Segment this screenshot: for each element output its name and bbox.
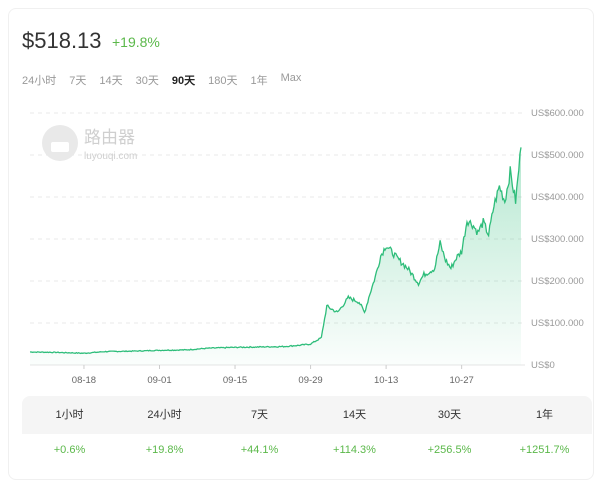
period-label: 24小时: [147, 409, 182, 421]
tab-24小时[interactable]: 24小时: [22, 75, 57, 87]
tab-7天[interactable]: 7天: [69, 75, 87, 87]
tab-90天[interactable]: 90天: [171, 75, 196, 87]
period-change: +114.3%: [333, 444, 376, 456]
x-tick-label: 09-01: [147, 375, 171, 386]
period-change: +0.6%: [53, 444, 86, 456]
watermark-sub: luyouqi.com: [84, 151, 137, 162]
period-change: +19.8%: [145, 444, 184, 456]
y-tick-label: US$500.000: [531, 150, 584, 161]
period-label: 14天: [342, 409, 367, 421]
y-tick-label: US$600.000: [531, 108, 584, 119]
x-tick-label: 08-18: [72, 375, 96, 386]
tab-Max[interactable]: Max: [280, 72, 302, 84]
period-label: 7天: [250, 409, 269, 421]
period-change: +44.1%: [240, 444, 279, 456]
watermark-text: 路由器: [84, 128, 135, 147]
x-tick-label: 10-27: [449, 375, 473, 386]
tab-30天[interactable]: 30天: [135, 75, 159, 87]
range-tabs: 24小时 7天 14天 30天 90天 180天 1年 Max: [22, 72, 314, 88]
x-tick-label: 09-29: [298, 375, 322, 386]
y-tick-label: US$300.000: [531, 234, 584, 245]
watermark-logo: 路由器 luyouqi.com: [42, 125, 137, 162]
y-tick-label: US$100.000: [531, 318, 584, 329]
router-icon: [51, 142, 69, 152]
y-tick-label: US$200.000: [531, 276, 584, 287]
tab-14天[interactable]: 14天: [99, 75, 123, 87]
tab-180天[interactable]: 180天: [208, 75, 238, 87]
price-chart: US$0 US$100.000 US$200.000 US$300.000 US$400…: [29, 108, 584, 386]
period-change: +1251.7%: [519, 444, 570, 456]
price-change: +19.8%: [112, 34, 160, 50]
period-label: 1年: [535, 409, 554, 421]
performance-header: 1小时 24小时 7天 14天 30天 1年: [22, 396, 592, 434]
tab-1年[interactable]: 1年: [250, 75, 268, 87]
current-price: $518.13: [22, 28, 102, 53]
y-tick-label: US$400.000: [531, 192, 584, 203]
period-label: 30天: [437, 409, 462, 421]
x-tick-label: 09-15: [223, 375, 247, 386]
x-tick-label: 10-13: [374, 375, 398, 386]
performance-values: +0.6% +19.8% +44.1% +114.3% +256.5% +1251.7%: [22, 434, 592, 467]
price-line: [29, 147, 522, 355]
performance-table: 1小时 24小时 7天 14天 30天 1年 +0.6% +19.8% +44.1% +114.…: [22, 396, 592, 467]
price-area: [30, 147, 521, 365]
period-change: +256.5%: [427, 444, 472, 456]
y-tick-label: US$0: [531, 360, 555, 371]
period-label: 1小时: [55, 409, 84, 421]
